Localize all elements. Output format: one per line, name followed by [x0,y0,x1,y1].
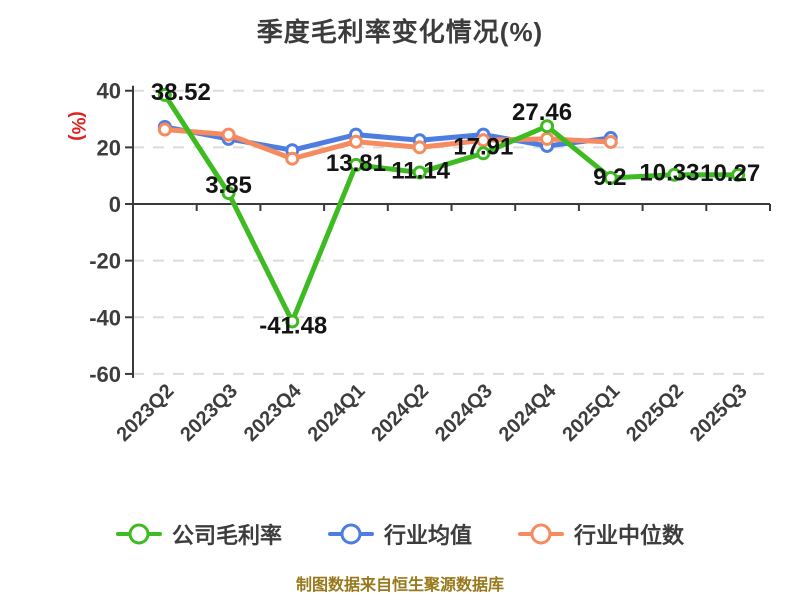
data-source-note: 制图数据来自恒生聚源数据库 [295,577,504,594]
data-point-marker[interactable] [221,127,236,142]
legend-label: 行业均值 [383,523,472,548]
data-point-marker[interactable] [476,133,491,148]
data-point-label: -41.48 [259,312,327,339]
y-axis-name: (%) [67,111,88,141]
data-point-marker[interactable] [221,186,236,201]
data-point-marker[interactable] [731,167,746,182]
x-axis-tick-label: 2024Q2 [367,380,433,446]
x-axis-tick-label: 2024Q4 [495,379,562,446]
y-axis-tick-label: 20 [97,135,121,160]
y-axis-tick-label: 0 [109,192,121,217]
data-point-marker[interactable] [412,140,427,155]
legend-item-company-gross-margin[interactable]: 公司毛利率 [115,518,282,550]
data-point-marker[interactable] [348,134,363,149]
x-axis-tick-label: 2025Q1 [558,380,624,446]
data-point-marker[interactable] [540,119,555,134]
y-axis-tick-label: -40 [89,305,121,330]
data-point-marker[interactable] [157,87,172,102]
chart-title: 季度毛利率变化情况(%) [256,17,544,47]
x-axis-tick-label: 2023Q3 [176,380,242,446]
series-line [162,127,614,162]
data-point-marker[interactable] [157,122,172,137]
data-point-label: 17.91 [453,133,513,160]
x-axis-tick-label: 2023Q4 [240,379,307,446]
line-series-marker-icon [115,522,162,546]
data-point-marker[interactable] [603,134,618,149]
data-point-label: 10.33 [639,160,699,187]
data-point-marker[interactable] [285,314,300,329]
data-point-marker[interactable] [285,151,300,166]
series-line [162,92,741,324]
chart-canvas: 40200-20-40-60(%)2023Q22023Q32023Q42024Q… [67,79,771,446]
x-axis-tick-label: 2025Q2 [622,380,688,446]
data-point-marker[interactable] [476,146,491,161]
data-point-label: 13.81 [326,150,386,177]
line-series-marker-icon [518,522,564,546]
x-axis-tick-label: 2024Q3 [431,380,497,446]
legend-label: 行业中位数 [574,523,685,548]
y-axis-tick-label: 40 [97,79,121,104]
legend-label: 公司毛利率 [171,523,282,548]
data-point-label: 3.85 [205,172,252,199]
x-axis-tick-label: 2024Q1 [304,380,370,446]
y-axis-tick-label: -60 [89,362,121,387]
data-point-marker[interactable] [603,170,618,185]
y-axis-tick-label: -20 [89,249,121,274]
data-point-label: 38.52 [151,79,211,106]
x-axis-tick-label: 2025Q3 [686,380,752,446]
legend-item-industry-median[interactable]: 行业中位数 [518,518,684,550]
data-point-label: 11.14 [391,157,450,184]
data-point-label: 10.27 [700,160,760,187]
data-point-marker[interactable] [540,131,555,146]
line-series-marker-icon [327,522,374,546]
x-axis-tick-label: 2023Q2 [113,380,179,446]
legend-item-industry-average[interactable]: 行业均值 [327,518,472,550]
legend: 公司毛利率 行业均值 行业中位数 [0,518,800,550]
data-point-marker[interactable] [348,157,363,172]
data-point-marker[interactable] [412,165,427,180]
data-point-label: 27.46 [512,99,572,126]
data-point-label: 9.2 [593,164,626,191]
data-point-marker[interactable] [667,167,682,182]
